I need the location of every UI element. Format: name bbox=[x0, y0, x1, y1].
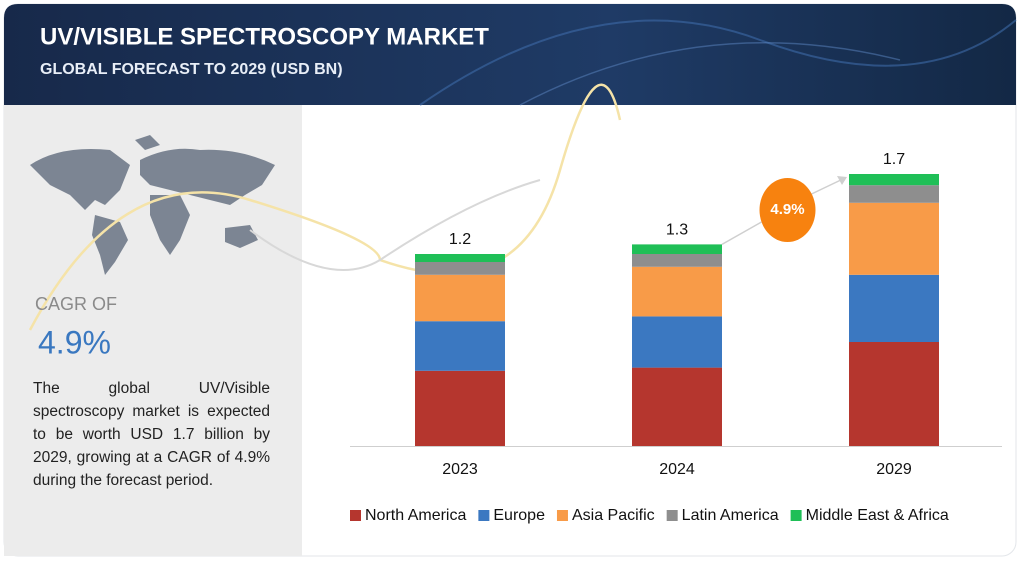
header-deco bbox=[419, 19, 1017, 106]
bar-segment bbox=[632, 266, 722, 317]
bar-segment bbox=[415, 254, 505, 262]
bar-segment bbox=[415, 321, 505, 371]
legend-swatch bbox=[556, 510, 568, 521]
bar-segment bbox=[849, 174, 939, 186]
cagr-value: 4.9% bbox=[38, 324, 111, 360]
legend-swatch bbox=[350, 510, 361, 521]
bar-segment bbox=[415, 262, 505, 275]
legend-label: Europe bbox=[493, 507, 545, 524]
legend-label: Asia Pacific bbox=[572, 507, 655, 524]
legend-swatch bbox=[478, 510, 490, 521]
bar-segment bbox=[632, 254, 722, 267]
chart-subtitle: GLOBAL FORECAST TO 2029 (USD BN) bbox=[40, 61, 343, 78]
deco-curve bbox=[249, 179, 541, 271]
bar-segment bbox=[415, 274, 505, 322]
annotation-label: 4.9% bbox=[770, 201, 804, 218]
annotation-arrowhead bbox=[837, 176, 847, 185]
total-label: 1.2 bbox=[449, 231, 471, 248]
sidebar-text: The global UV/Visible spectroscopy marke… bbox=[33, 380, 270, 489]
bar-segment bbox=[632, 367, 722, 446]
legend-label: Latin America bbox=[682, 507, 779, 524]
bar-segment bbox=[849, 185, 939, 203]
header-deco bbox=[519, 42, 901, 106]
total-label: 1.7 bbox=[883, 151, 905, 168]
x-tick-label: 2024 bbox=[659, 461, 695, 478]
annotation-arrow bbox=[811, 177, 846, 195]
bar-segment bbox=[849, 202, 939, 275]
legend-label: North America bbox=[365, 507, 466, 524]
total-label: 1.3 bbox=[666, 222, 688, 239]
bar-segment bbox=[849, 274, 939, 342]
cagr-label: CAGR OF bbox=[35, 294, 117, 314]
bar-segment bbox=[632, 244, 722, 254]
x-tick-label: 2029 bbox=[876, 461, 912, 478]
bar-segment bbox=[415, 370, 505, 446]
annotation-badge bbox=[759, 178, 816, 242]
legend-swatch bbox=[666, 510, 678, 521]
annotation-arrow bbox=[721, 221, 762, 246]
x-tick-label: 2023 bbox=[442, 461, 478, 478]
chart-title: UV/VISIBLE SPECTROSCOPY MARKET bbox=[40, 23, 489, 50]
legend-label: Middle East & Africa bbox=[806, 507, 949, 524]
bar-segment bbox=[849, 342, 939, 446]
legend-swatch bbox=[790, 510, 802, 521]
world-map bbox=[30, 135, 275, 275]
bar-segment bbox=[632, 316, 722, 368]
